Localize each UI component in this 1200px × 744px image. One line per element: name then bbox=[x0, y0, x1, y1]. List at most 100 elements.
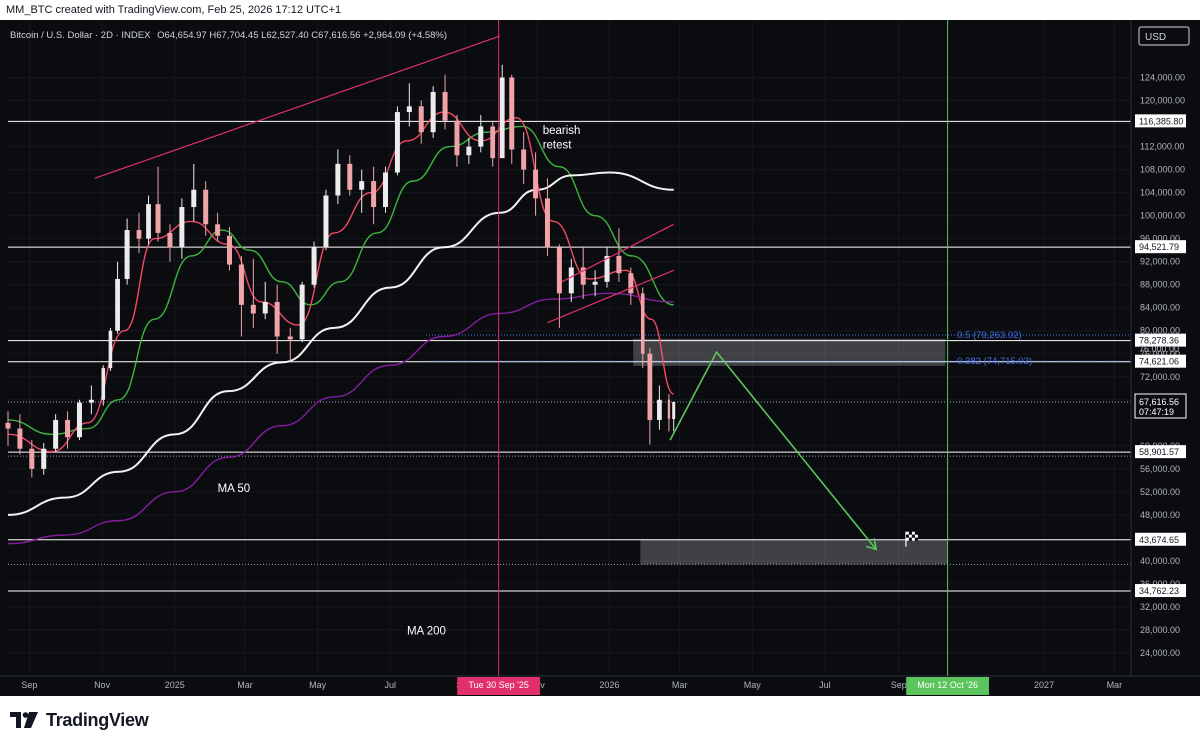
flag-square bbox=[908, 534, 912, 538]
level-price-tag bbox=[1135, 354, 1186, 368]
trendline bbox=[547, 269, 674, 324]
flag-square bbox=[905, 531, 909, 535]
price-tick-label: 112,000.00 bbox=[1140, 142, 1184, 152]
moving-average-line bbox=[7, 111, 675, 453]
flag-square bbox=[908, 537, 912, 541]
symbol-legend: Bitcoin / U.S. Dollar · 2D · INDEX O64,6… bbox=[10, 30, 447, 41]
candle-body bbox=[88, 399, 94, 403]
time-tick-label: Mar bbox=[672, 680, 688, 690]
candle-body bbox=[287, 336, 293, 340]
price-tick-label: 28,000.00 bbox=[1140, 625, 1180, 635]
level-price-label: 43,674.65 bbox=[1139, 535, 1179, 545]
partial-price-label: 76,000.00 bbox=[1139, 344, 1179, 354]
flag-square bbox=[914, 537, 918, 541]
trendline bbox=[561, 223, 674, 283]
time-tick-label: 2027 bbox=[1034, 680, 1054, 690]
date-marker-tag bbox=[906, 677, 990, 695]
currency-button[interactable]: USD bbox=[1138, 26, 1190, 46]
moving-average-line bbox=[7, 125, 674, 436]
candle-body bbox=[274, 301, 280, 337]
price-axis[interactable]: 124,000.00120,000.00116,000.00112,000.00… bbox=[1130, 20, 1200, 696]
candle-body bbox=[478, 126, 484, 147]
chart-annotation: MA 50 bbox=[218, 483, 251, 495]
flag-square bbox=[905, 534, 909, 538]
candle-body bbox=[238, 264, 244, 305]
date-marker-tag bbox=[457, 677, 541, 695]
price-tick-label: 100,000.00 bbox=[1140, 211, 1185, 221]
chart-annotation: retest bbox=[543, 139, 573, 151]
candle-body bbox=[227, 235, 233, 265]
bar-countdown-label: 07:47:19 bbox=[1139, 407, 1174, 417]
candle-body bbox=[250, 304, 256, 314]
candle-body bbox=[347, 163, 353, 190]
level-price-tag bbox=[1135, 333, 1186, 347]
time-tick-label: Jul bbox=[385, 680, 397, 690]
level-price-label: 94,521.79 bbox=[1139, 242, 1179, 252]
candle-body bbox=[124, 230, 130, 279]
flag-square bbox=[911, 537, 915, 541]
price-zone bbox=[640, 539, 948, 565]
tradingview-logo[interactable]: TradingView bbox=[10, 708, 149, 732]
trendline bbox=[94, 35, 501, 179]
price-tick-label: 80,000.00 bbox=[1140, 326, 1180, 336]
candle-body bbox=[371, 181, 377, 208]
price-tick-label: 40,000.00 bbox=[1140, 556, 1180, 566]
candle-body bbox=[115, 278, 120, 331]
flag-square bbox=[911, 531, 915, 535]
moving-average-line bbox=[7, 171, 674, 516]
tradingview-mark-icon bbox=[10, 712, 38, 728]
flag-square bbox=[911, 534, 915, 538]
fib-level-label: 0.5 (79,263.02) bbox=[957, 330, 1021, 341]
date-marker-label: Tue 30 Sep '25 bbox=[468, 680, 528, 690]
price-tick-label: 32,000.00 bbox=[1140, 602, 1180, 612]
candle-body bbox=[509, 77, 515, 150]
chart-caption: MM_BTC created with TradingView.com, Feb… bbox=[6, 4, 342, 16]
flag-square bbox=[905, 537, 909, 541]
price-chart[interactable]: 0.5 (79,263.02) 0.382 (74,715.02) bearish… bbox=[0, 20, 1200, 696]
candle-body bbox=[41, 448, 47, 469]
zones bbox=[633, 338, 948, 565]
price-tick-label: 96,000.00 bbox=[1140, 234, 1180, 244]
candle-body bbox=[580, 267, 586, 285]
time-tick-label: Sep bbox=[891, 680, 907, 690]
candle-body bbox=[311, 247, 317, 285]
price-tick-label: 84,000.00 bbox=[1140, 303, 1180, 313]
flag-square bbox=[914, 534, 918, 538]
candles bbox=[5, 64, 676, 478]
price-tick-label: 88,000.00 bbox=[1140, 280, 1180, 290]
candle-body bbox=[323, 195, 329, 248]
candle-body bbox=[544, 198, 550, 248]
candle-body bbox=[5, 422, 11, 429]
time-axis[interactable]: SepNov2025MarMayJulSepNov2026MarMayJulSe… bbox=[0, 675, 1200, 696]
projection-path bbox=[669, 350, 877, 550]
level-price-label: 74,621.06 bbox=[1139, 357, 1179, 367]
candle-body bbox=[394, 112, 400, 173]
fib-level-label: 0.382 (74,715.02) bbox=[957, 356, 1032, 367]
moving-average-line bbox=[7, 292, 674, 545]
chart-annotation: bearish bbox=[543, 125, 581, 137]
candle-body bbox=[359, 181, 365, 190]
flag-square bbox=[914, 531, 918, 535]
candle-body bbox=[640, 293, 645, 354]
price-tick-label: 24,000.00 bbox=[1140, 648, 1180, 658]
level-price-label: 116,385.80 bbox=[1139, 116, 1183, 126]
candle-body bbox=[521, 149, 527, 170]
candle-body bbox=[454, 120, 460, 156]
grid bbox=[8, 20, 1131, 676]
candle-body bbox=[442, 91, 448, 121]
last-price-label: 67,616.56 bbox=[1139, 397, 1179, 407]
candle-body bbox=[499, 77, 505, 159]
footer: TradingView bbox=[0, 696, 1200, 744]
time-axis-background bbox=[0, 676, 1200, 696]
candle-body bbox=[418, 106, 424, 133]
vertical-marker-labels: Tue 30 Sep '25 Mon 12 Oct '26 bbox=[457, 677, 990, 695]
level-price-label: 58,901.57 bbox=[1139, 447, 1179, 457]
candle-body bbox=[136, 230, 142, 239]
last-price-tag bbox=[1134, 393, 1187, 419]
candle-body bbox=[430, 91, 436, 133]
price-tick-label: 120,000.00 bbox=[1140, 96, 1185, 106]
candle-body bbox=[108, 330, 113, 369]
candle-body bbox=[65, 419, 71, 438]
level-price-tag bbox=[1135, 240, 1186, 254]
candle-body bbox=[76, 402, 82, 438]
